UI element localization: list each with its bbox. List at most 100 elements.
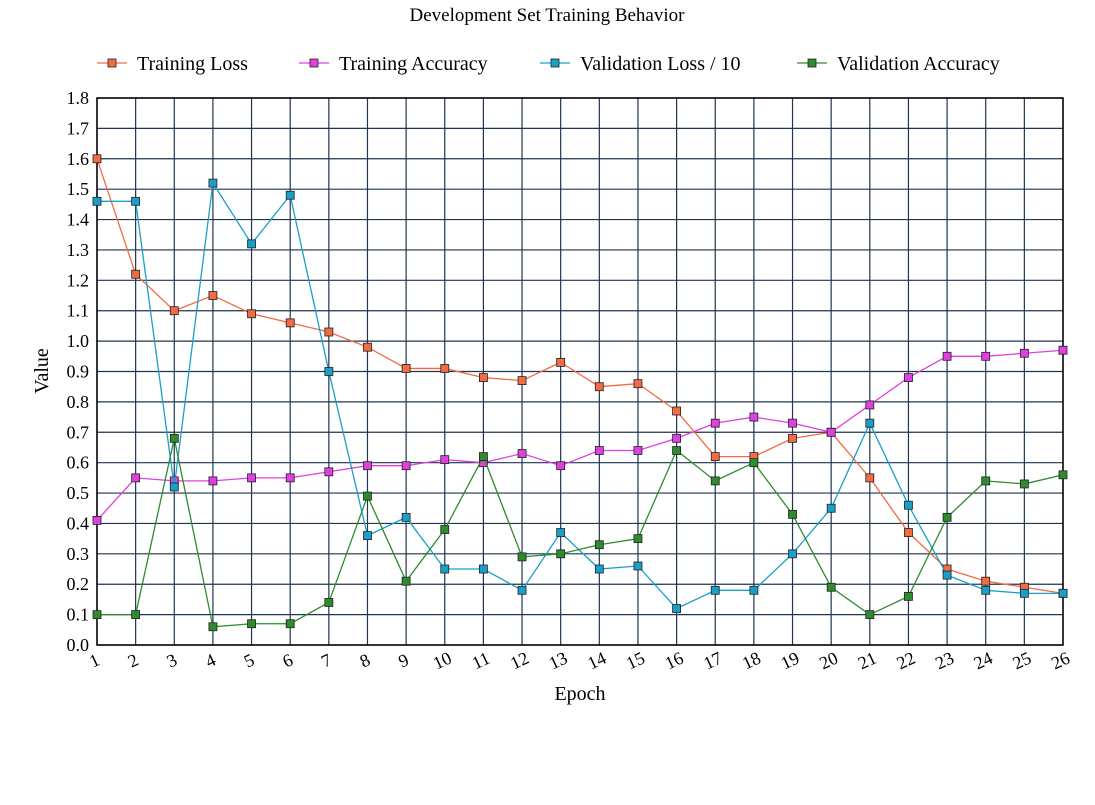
- data-point: [517, 585, 527, 595]
- y-tick-label: 0.8: [67, 392, 90, 412]
- data-point: [1019, 479, 1029, 489]
- data-point: [363, 461, 372, 471]
- x-tick-label: 15: [623, 648, 648, 674]
- data-point: [788, 549, 797, 559]
- data-point: [92, 610, 102, 620]
- data-point: [672, 604, 681, 613]
- y-tick-label: 0.9: [67, 362, 90, 382]
- data-point: [942, 570, 952, 580]
- data-point: [865, 610, 875, 620]
- data-point: [363, 342, 372, 352]
- x-tick-label: 18: [739, 648, 764, 674]
- data-point: [749, 412, 759, 422]
- data-point: [710, 476, 720, 486]
- y-tick-label: 0.0: [67, 635, 90, 655]
- data-point: [1058, 588, 1068, 598]
- plot-frame: [96, 97, 1064, 646]
- x-tick-label: 3: [163, 650, 180, 672]
- x-tick-label: 8: [357, 650, 374, 672]
- x-tick-label: 25: [1009, 648, 1034, 674]
- data-point: [131, 473, 141, 483]
- data-point: [208, 291, 218, 300]
- data-point: [788, 433, 797, 443]
- y-tick-label: 1.4: [67, 210, 90, 230]
- legend-label: Validation Loss / 10: [580, 53, 741, 75]
- y-tick-label: 0.7: [67, 422, 90, 442]
- x-tick-label: 19: [778, 648, 803, 674]
- data-point: [556, 528, 566, 537]
- data-point: [672, 433, 681, 443]
- x-tick-label: 23: [932, 648, 957, 674]
- data-point: [517, 449, 527, 458]
- data-point: [285, 190, 295, 200]
- data-point: [478, 373, 488, 382]
- data-point: [440, 364, 450, 373]
- data-point: [131, 610, 141, 620]
- y-axis-label: Value: [31, 348, 53, 394]
- data-point: [942, 351, 952, 361]
- legend-marker: [107, 58, 117, 68]
- data-point: [865, 473, 875, 483]
- data-point: [904, 500, 913, 510]
- legend-label: Training Loss: [137, 53, 248, 75]
- data-point: [710, 452, 720, 461]
- data-point: [285, 473, 295, 483]
- data-point: [401, 576, 411, 586]
- data-point: [285, 318, 295, 328]
- data-point: [672, 446, 681, 455]
- data-point: [633, 561, 643, 571]
- y-axis-ticks: 0.0 0.1 0.2 0.3 0.4 0.5 0.6 0.7 0.8 0.9 1.0 1.1 1.2 1…: [67, 88, 90, 655]
- y-tick-label: 0.3: [67, 544, 90, 564]
- data-point: [92, 154, 102, 164]
- legend-label: Training Accuracy: [339, 53, 488, 75]
- legend-marker: [309, 58, 319, 68]
- legend-label: Validation Accuracy: [837, 53, 1000, 75]
- data-point: [556, 549, 566, 559]
- x-tick-label: 1: [86, 650, 103, 672]
- data-point: [749, 458, 759, 468]
- x-tick-label: 12: [507, 648, 532, 674]
- data-point: [169, 306, 179, 316]
- data-point: [1058, 345, 1068, 355]
- y-tick-label: 1.2: [67, 270, 90, 290]
- data-point: [401, 512, 411, 522]
- x-tick-label: 21: [855, 648, 880, 674]
- data-point: [478, 564, 488, 574]
- y-tick-label: 0.1: [67, 605, 90, 625]
- x-tick-label: 11: [469, 648, 493, 673]
- y-tick-label: 1.3: [67, 240, 90, 260]
- data-point: [826, 427, 836, 437]
- x-tick-label: 26: [1048, 648, 1073, 674]
- y-tick-label: 0.4: [67, 513, 90, 533]
- chart-title: Development Set Training Behavior: [410, 5, 686, 26]
- y-tick-label: 0.2: [67, 574, 90, 594]
- legend: Training Loss Training Accuracy Validation…: [97, 53, 1000, 75]
- series-line: [97, 438, 1064, 628]
- data-point: [633, 534, 643, 544]
- data-point: [363, 491, 372, 501]
- data-point: [788, 509, 797, 519]
- grid: [96, 97, 1064, 646]
- legend-marker: [807, 58, 817, 68]
- x-tick-label: 14: [584, 648, 609, 674]
- x-tick-label: 2: [125, 650, 142, 672]
- legend-marker: [550, 58, 560, 68]
- series-line: [96, 158, 1064, 594]
- data-point: [324, 327, 334, 337]
- data-point: [981, 476, 991, 486]
- x-axis-ticks: 1 2 3 4 5 6 7 8 9 10 11 12 13 14 15 16 17 18 19 20 21 22 23 24 2…: [86, 648, 1073, 674]
- x-tick-label: 5: [241, 650, 258, 672]
- data-point: [710, 585, 720, 595]
- series-validation-accuracy: [92, 433, 1068, 632]
- y-tick-label: 1.6: [67, 149, 90, 169]
- data-point: [92, 196, 102, 206]
- data-point: [208, 178, 218, 188]
- y-tick-label: 1.5: [67, 179, 90, 199]
- y-tick-label: 1.7: [67, 118, 90, 138]
- data-point: [169, 433, 179, 443]
- series-validation-loss-10: [92, 178, 1068, 613]
- data-point: [865, 400, 875, 410]
- x-tick-label: 9: [395, 650, 412, 672]
- data-point: [247, 473, 256, 483]
